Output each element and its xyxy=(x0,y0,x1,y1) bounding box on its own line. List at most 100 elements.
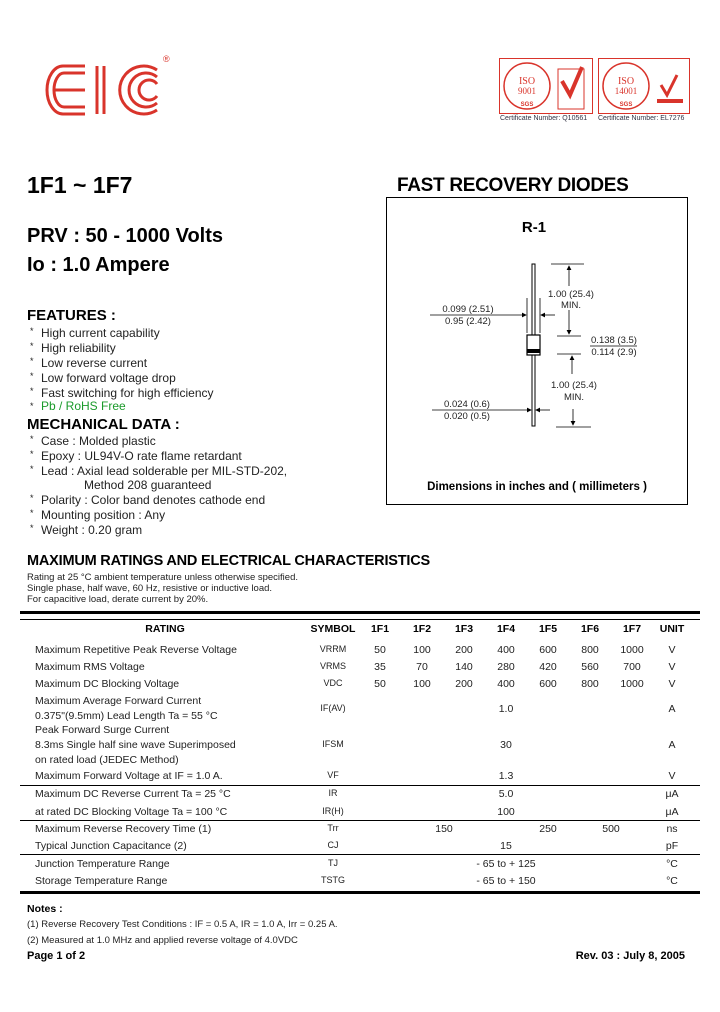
rohs-badge: Pb / RoHS Free xyxy=(41,399,126,413)
cathode-band xyxy=(527,349,540,353)
feature-item: High reliability xyxy=(41,341,116,355)
mechanical-item: Lead : Axial lead solderable per MIL-STD… xyxy=(41,464,288,478)
value-cell: - 65 to + 150 xyxy=(476,875,536,887)
table-rule xyxy=(20,785,700,786)
mechanical-heading: MECHANICAL DATA : xyxy=(27,416,180,433)
column-header: 1F6 xyxy=(580,623,600,635)
column-header: 1F4 xyxy=(496,623,516,635)
mechanical-item: Weight : 0.20 gram xyxy=(41,523,143,537)
symbol: VDC xyxy=(323,678,343,688)
note-item: (1) Reverse Recovery Test Conditions : I… xyxy=(27,919,338,930)
value-cell: 700 xyxy=(623,661,641,673)
cert1-number: Certificate Number: Q10561 xyxy=(500,115,588,122)
mechanical-lead-continued: Method 208 guaranteed xyxy=(84,478,212,492)
value-cell: 100 xyxy=(497,806,515,818)
value-cell: 420 xyxy=(539,661,557,673)
value-cell: - 65 to + 125 xyxy=(476,858,536,870)
rating-label: on rated load (JEDEC Method) xyxy=(35,754,179,766)
dim-body-len-min: 0.114 (2.9) xyxy=(591,347,636,358)
unit-cell: pF xyxy=(665,840,679,852)
value-cell: 100 xyxy=(413,678,431,690)
svg-text:ISO: ISO xyxy=(519,76,535,87)
mechanical-item: Case : Molded plastic xyxy=(41,434,156,448)
value-cell: 600 xyxy=(539,678,557,690)
value-cell: 100 xyxy=(413,644,431,656)
value-cell: 280 xyxy=(497,661,515,673)
bullet-icon: * xyxy=(30,401,34,411)
rating-label: Maximum Forward Voltage at IF = 1.0 A. xyxy=(35,770,223,782)
symbol: VRRM xyxy=(319,644,347,654)
symbol: IR xyxy=(328,788,338,798)
value-cell: 30 xyxy=(500,739,512,751)
value-cell: 200 xyxy=(455,644,473,656)
value-cell: 600 xyxy=(539,644,557,656)
feature-item: Fast switching for high efficiency xyxy=(41,386,214,400)
symbol: TJ xyxy=(328,858,338,868)
table-rule xyxy=(20,854,700,855)
dim-lead-dia-max: 0.024 (0.6) xyxy=(444,399,490,410)
value-cell: 250 xyxy=(539,823,557,835)
symbol: TSTG xyxy=(321,875,345,885)
symbol: IFSM xyxy=(322,739,344,749)
rating-label: Junction Temperature Range xyxy=(35,858,170,870)
value-cell: 1.3 xyxy=(498,770,514,782)
feature-item: Low forward voltage drop xyxy=(41,371,176,385)
mechanical-item: Epoxy : UL94V-O rate flame retardant xyxy=(41,449,242,463)
unit-cell: A xyxy=(668,739,676,751)
unit-cell: V xyxy=(668,644,676,656)
table-top-rule xyxy=(20,611,700,614)
dim-body-dia-max: 0.099 (2.51) xyxy=(442,304,493,315)
bullet-icon: * xyxy=(30,523,34,533)
rating-label: at rated DC Blocking Voltage Ta = 100 °C xyxy=(35,806,228,818)
column-header: 1F2 xyxy=(412,623,432,635)
rating-label: Maximum DC Blocking Voltage xyxy=(35,678,180,690)
bullet-icon: * xyxy=(30,434,34,444)
column-header: UNIT xyxy=(659,623,685,635)
value-cell: 5.0 xyxy=(498,788,514,800)
part-title: 1F1 ~ 1F7 xyxy=(27,172,133,198)
svg-text:14001: 14001 xyxy=(615,86,638,96)
value-cell: 1.0 xyxy=(498,702,514,715)
rating-label: Typical Junction Capacitance (2) xyxy=(35,840,187,852)
dim-min-top: MIN. xyxy=(561,300,581,311)
symbol: VRMS xyxy=(319,661,347,671)
symbol: IF(AV) xyxy=(320,702,346,713)
dim-lead-dia-min: 0.020 (0.5) xyxy=(444,411,490,422)
value-cell: 560 xyxy=(581,661,599,673)
unit-cell: μA xyxy=(665,788,679,800)
unit-cell: °C xyxy=(666,858,678,870)
package-drawing: R-1 1.00 (25.4) MIN. xyxy=(427,219,647,493)
bullet-icon: * xyxy=(30,508,34,518)
dim-lead-length-top: 1.00 (25.4) xyxy=(548,289,594,300)
dim-lead-length-bottom: 1.00 (25.4) xyxy=(551,380,597,391)
value-cell: 400 xyxy=(497,678,515,690)
unit-cell: V xyxy=(668,678,676,690)
symbol: Trr xyxy=(327,823,339,833)
value-cell: 140 xyxy=(455,661,473,673)
unit-cell: ns xyxy=(666,823,678,835)
table-rule xyxy=(20,619,700,620)
notes-heading: Notes : xyxy=(27,903,63,915)
mechanical-item: Polarity : Color band denotes cathode en… xyxy=(41,493,266,507)
ratings-heading: MAXIMUM RATINGS AND ELECTRICAL CHARACTER… xyxy=(27,553,430,569)
value-cell: 500 xyxy=(602,823,620,835)
unit-cell: A xyxy=(668,702,676,715)
package-outline-box: R-1 1.00 (25.4) MIN. xyxy=(386,197,688,505)
rating-label: Maximum Average Forward Current xyxy=(35,695,202,707)
value-cell: 70 xyxy=(416,661,428,673)
column-header: 1F3 xyxy=(454,623,474,635)
symbol: VF xyxy=(327,770,339,780)
rating-label: 8.3ms Single half sine wave Superimposed xyxy=(35,739,236,751)
page-number: Page 1 of 2 xyxy=(27,950,86,962)
revision: Rev. 03 : July 8, 2005 xyxy=(575,950,685,962)
bullet-icon: * xyxy=(30,386,34,396)
rating-label: Maximum Repetitive Peak Reverse Voltage xyxy=(35,644,237,656)
bullet-icon: * xyxy=(30,356,34,366)
value-cell: 15 xyxy=(500,840,512,852)
svg-text:SGS: SGS xyxy=(521,102,534,108)
table-bottom-rule xyxy=(20,891,700,894)
bullet-icon: * xyxy=(30,464,34,474)
value-cell: 150 xyxy=(435,823,453,835)
package-name: R-1 xyxy=(522,219,546,236)
unit-cell: °C xyxy=(666,875,678,887)
